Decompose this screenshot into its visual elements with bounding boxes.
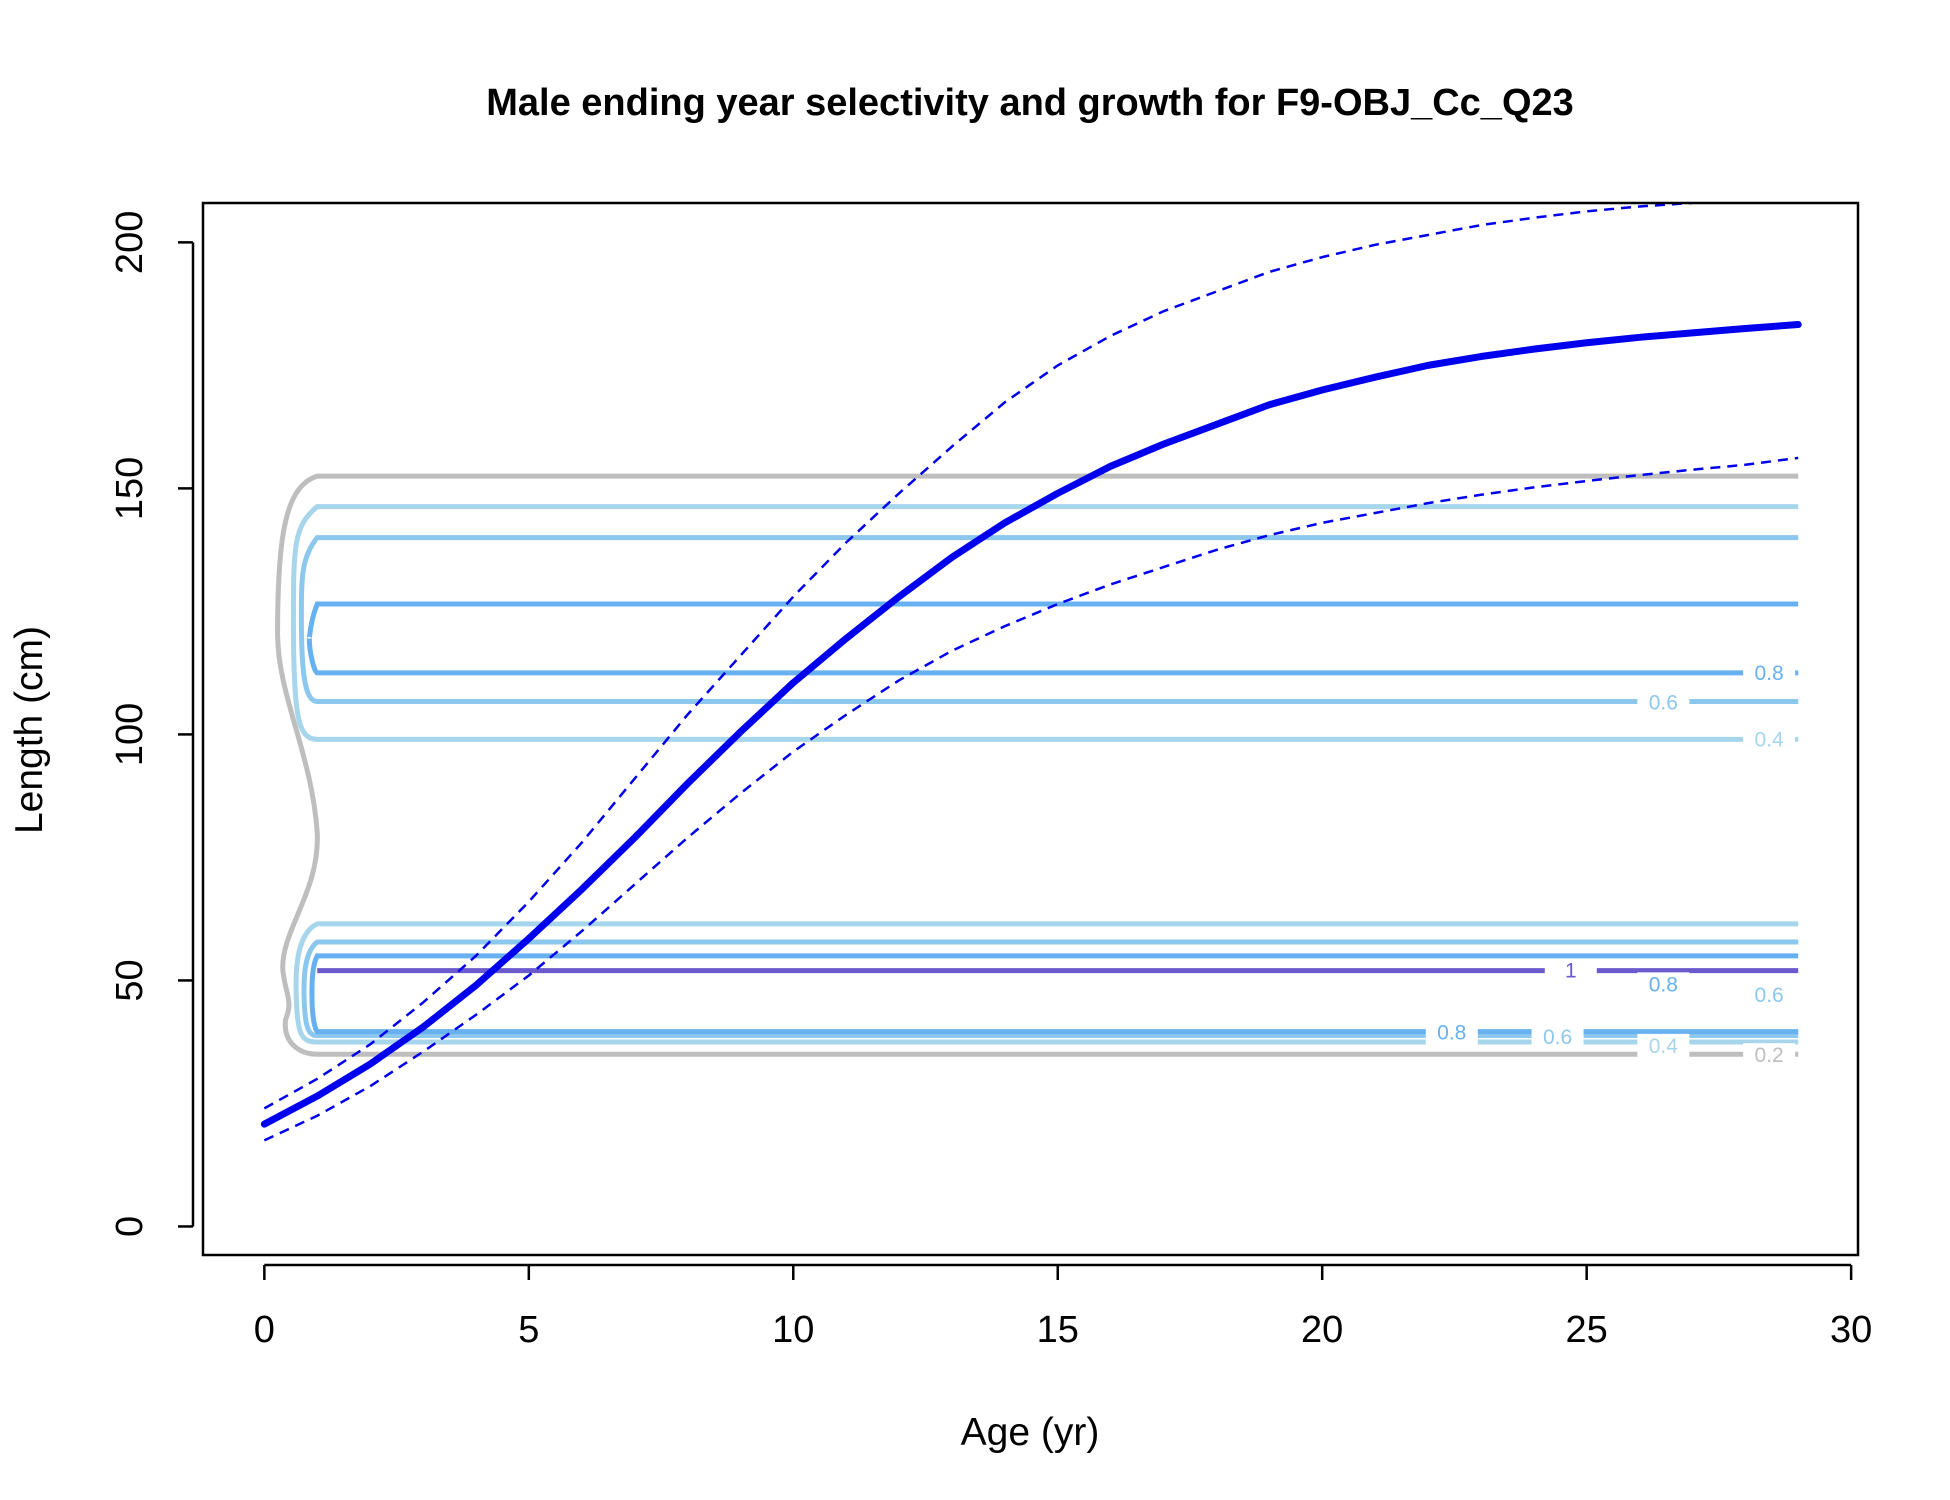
contour-label-bg <box>1544 958 1597 983</box>
plot-frame <box>201 201 1860 1257</box>
contour-line <box>290 504 1799 742</box>
y-tick-label: 200 <box>109 211 151 274</box>
y-tick-label: 100 <box>109 703 151 766</box>
contour-label-bg <box>1637 1033 1690 1058</box>
plot-area: 0.8 0.6 0.4 1 0.8 0.6 0.8 0.6 0.4 0.2 <box>260 203 1802 1142</box>
contour-label-bg <box>1743 983 1796 1008</box>
contour-label: 0.6 <box>1755 984 1784 1007</box>
x-tick-label: 20 <box>1301 1309 1343 1351</box>
y-tick-label: 50 <box>109 959 151 1001</box>
growth-lower-interval <box>263 456 1799 1142</box>
x-axis-title: Age (yr) <box>961 1411 1100 1454</box>
contour-label-bg <box>1743 660 1796 685</box>
contour-label: 1 <box>1565 960 1577 983</box>
contour-label-bg <box>1743 1043 1796 1068</box>
contour-label: 0.6 <box>1543 1026 1572 1049</box>
contour-line <box>298 535 1799 704</box>
contour-label-bg <box>1425 1020 1478 1045</box>
growth-mean-line <box>260 321 1802 1128</box>
y-tick-label: 0 <box>109 1216 151 1237</box>
contour-line <box>306 601 1799 676</box>
x-tick-label: 5 <box>518 1309 539 1351</box>
x-tick-label: 30 <box>1830 1309 1872 1351</box>
contour-label-bg <box>1531 1025 1584 1050</box>
x-tick-label: 10 <box>772 1309 814 1351</box>
contour-label-bg <box>1743 727 1796 752</box>
contour-label: 0.6 <box>1649 691 1678 714</box>
contour-line <box>293 921 1799 1045</box>
x-tick-label: 0 <box>254 1309 275 1351</box>
contour-line <box>301 939 1799 1039</box>
contour-label: 0.4 <box>1649 1035 1679 1058</box>
contour-label: 0.8 <box>1755 662 1784 685</box>
chart-title: Male ending year selectivity and growth … <box>486 82 1574 124</box>
contour-line <box>275 473 1799 1057</box>
contour-label: 0.2 <box>1755 1044 1784 1067</box>
contour-label-bg <box>1637 972 1690 997</box>
contour-label: 0.8 <box>1649 973 1678 996</box>
y-axis: 0 50 100 150 200 <box>109 211 195 1237</box>
contour-label-bg <box>1637 690 1690 715</box>
x-axis: 0 5 10 15 20 25 30 <box>254 1263 1872 1351</box>
contour-line <box>309 953 1799 1035</box>
x-tick-label: 25 <box>1566 1309 1608 1351</box>
contour-label: 0.4 <box>1755 728 1785 751</box>
y-axis-title: Length (cm) <box>8 626 51 834</box>
contour-label: 0.8 <box>1437 1022 1466 1045</box>
growth-upper-interval <box>263 203 1693 1110</box>
x-tick-label: 15 <box>1037 1309 1079 1351</box>
y-tick-label: 150 <box>109 457 151 520</box>
